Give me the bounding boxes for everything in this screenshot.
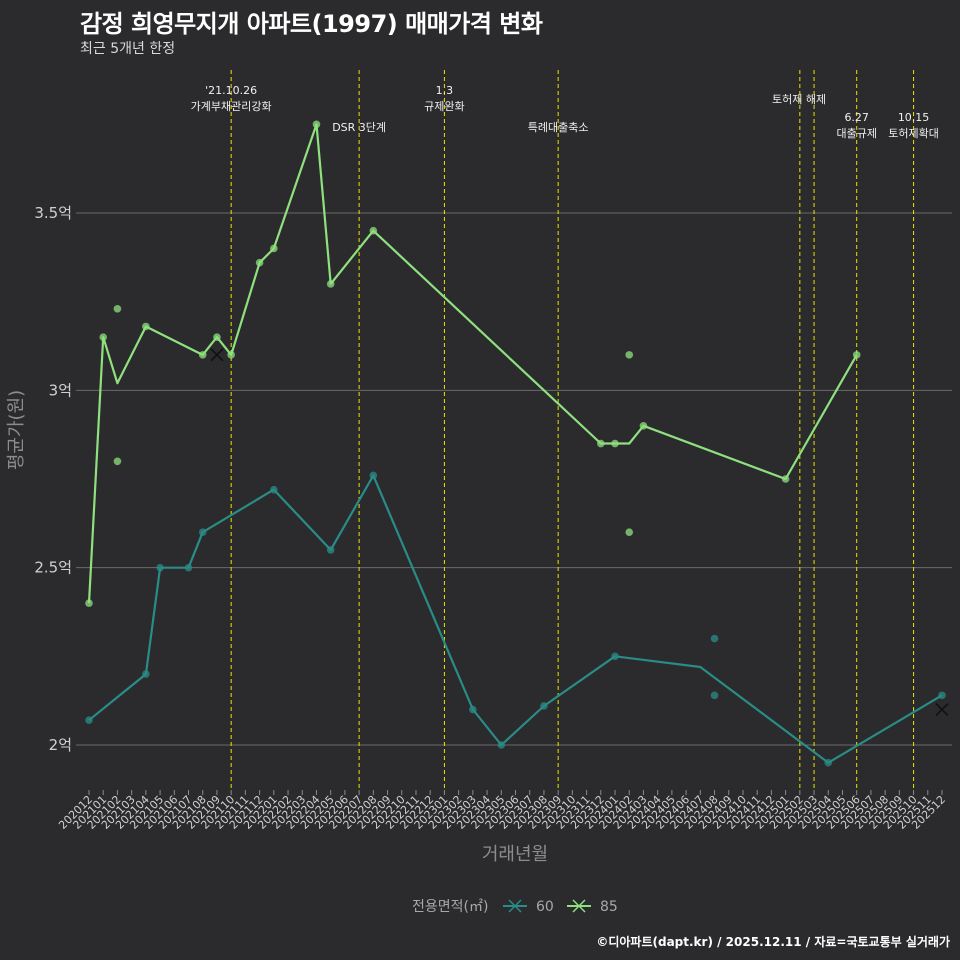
data-point-85 [99, 333, 108, 341]
series-line-85 [87, 123, 858, 604]
data-point-85 [312, 120, 321, 129]
data-point-60 [540, 702, 548, 710]
data-point-85 [213, 333, 221, 341]
event-name-label: 대출규제 [836, 127, 876, 140]
data-point-85 [198, 351, 207, 359]
series-layer [85, 120, 949, 767]
data-point-85 [326, 280, 335, 288]
event-date-label: 6.27 [844, 111, 869, 124]
data-point-60 [824, 758, 833, 767]
data-point-60 [611, 652, 619, 661]
legend-swatch-x [572, 899, 586, 913]
chart-subtitle: 최근 5개년 한정 [80, 41, 176, 57]
event-date-label: '21.10.26 [205, 84, 257, 97]
y-tick-label: 3.5억 [34, 204, 72, 222]
x-axis: 2020122021012021022021032021042021052021… [56, 790, 948, 832]
y-tick-label: 3억 [49, 381, 72, 399]
data-point-60 [369, 471, 378, 480]
data-point-60 [469, 705, 477, 714]
event-name-label: 토허제 해제 [772, 92, 826, 106]
data-point-60 [710, 691, 719, 700]
data-point-85 [625, 528, 634, 536]
gridlines [76, 212, 952, 746]
cancelled-deal-mark [210, 348, 224, 362]
data-point-85 [113, 304, 122, 313]
y-tick-label: 2.5억 [34, 559, 72, 577]
y-axis-title: 평균가(원) [6, 390, 27, 470]
data-point-60 [142, 670, 150, 678]
data-point-85 [369, 226, 378, 235]
event-name-label: 규제완화 [424, 100, 464, 113]
cancelled-deal-mark [935, 702, 949, 717]
event-name-label: 가계부채관리강화 [191, 100, 272, 113]
data-point-85 [85, 599, 93, 607]
x-axis-title: 거래년월 [482, 844, 548, 865]
source-caption: ©디아파트(dapt.kr) / 2025.12.11 / 자료=국토교통부 실… [596, 935, 950, 949]
event-date-label: 10.15 [898, 111, 930, 124]
legend-title: 전용면적(㎡) [412, 899, 488, 915]
legend-item-label: 60 [536, 899, 554, 915]
legend: 전용면적(㎡) 60 85 [412, 899, 618, 915]
data-point-60 [156, 563, 164, 572]
data-point-60 [710, 634, 719, 643]
data-point-85 [625, 351, 634, 359]
data-point-85 [781, 475, 790, 483]
y-axis: 2억 2.5억 3억 3.5억 [34, 204, 72, 754]
legend-item-label: 85 [600, 899, 618, 915]
data-point-60 [198, 528, 207, 536]
data-point-60 [938, 691, 946, 700]
data-point-85 [639, 422, 648, 430]
data-point-85 [852, 351, 861, 359]
event-name-label: 토허제확대 [888, 127, 939, 140]
data-point-60 [184, 563, 193, 572]
data-point-60 [497, 741, 506, 749]
data-point-60 [270, 485, 278, 494]
data-point-85 [255, 258, 264, 267]
legend-swatch-x [508, 899, 522, 913]
event-name-label: 특례대출축소 [528, 121, 589, 134]
data-point-85 [597, 439, 605, 448]
chart-title: 감정 희영무지개 아파트(1997) 매매가격 변화 [80, 10, 543, 38]
data-point-85 [142, 322, 150, 331]
data-point-60 [326, 546, 335, 554]
data-point-60 [85, 716, 93, 724]
data-point-85 [227, 351, 235, 359]
data-point-85 [270, 244, 278, 253]
event-name-label: DSR 3단계 [332, 121, 386, 134]
y-tick-label: 2억 [49, 736, 72, 754]
data-point-85 [611, 439, 619, 448]
data-point-85 [113, 457, 122, 466]
event-date-label: 1.3 [436, 84, 454, 97]
